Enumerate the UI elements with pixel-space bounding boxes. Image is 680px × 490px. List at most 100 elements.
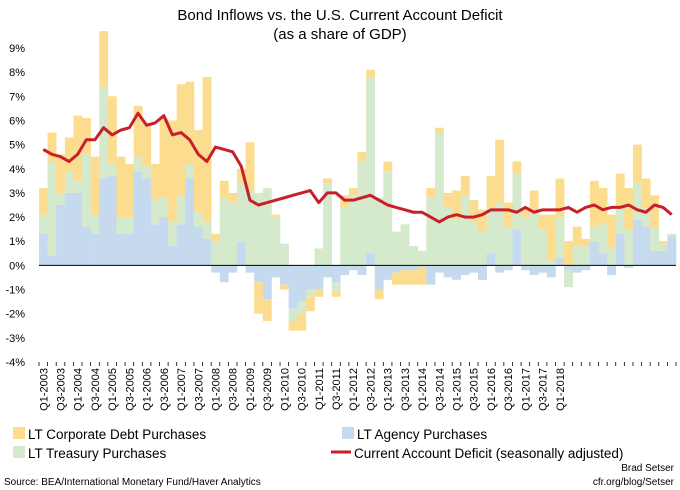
bar-segment bbox=[314, 289, 324, 297]
bar-segment bbox=[641, 226, 651, 266]
bar-segment bbox=[486, 207, 496, 254]
bar-segment bbox=[236, 241, 246, 266]
bar-segment bbox=[409, 265, 419, 271]
bar-segment bbox=[176, 224, 186, 266]
bar-segment bbox=[417, 265, 427, 268]
bar-segment bbox=[589, 241, 599, 266]
x-tick-label: Q3-2003 bbox=[56, 368, 68, 411]
x-tick-label: Q1-2006 bbox=[142, 368, 154, 411]
bar-segment bbox=[538, 229, 548, 266]
bar-segment bbox=[73, 115, 83, 181]
bar-segment bbox=[271, 265, 281, 278]
author-note: Brad Setser bbox=[621, 463, 674, 474]
bar-segment bbox=[39, 214, 48, 234]
bar-segment bbox=[133, 105, 143, 157]
bar-segment bbox=[150, 224, 160, 266]
bar-segment bbox=[641, 178, 651, 208]
bar-segment bbox=[340, 207, 350, 266]
current-account-deficit-line bbox=[42, 111, 673, 224]
bar-segment bbox=[348, 195, 358, 266]
bar-segment bbox=[202, 238, 212, 266]
x-tick-label: Q1-2010 bbox=[279, 368, 291, 411]
bar-segment bbox=[521, 265, 530, 271]
bar-segment bbox=[615, 173, 625, 205]
bar-segment bbox=[99, 86, 109, 179]
bar-segment bbox=[262, 188, 272, 266]
bar-segment bbox=[56, 192, 66, 205]
bar-segment bbox=[323, 178, 332, 184]
x-tick-label: Q1-2012 bbox=[348, 368, 360, 411]
x-tick-label: Q3-2015 bbox=[469, 368, 481, 411]
bar-segment bbox=[495, 139, 505, 203]
x-tick-label: Q1-2014 bbox=[417, 368, 429, 411]
bar-segment bbox=[125, 233, 134, 266]
x-axis: Q1-2003 Q3-2003 Q1-2004 Q3-2004 Q1-2005 Q3-20… bbox=[38, 264, 677, 411]
bar-segment bbox=[202, 221, 212, 239]
bar-segment bbox=[82, 226, 91, 266]
x-tick-label: Q1-2017 bbox=[520, 368, 532, 411]
bar-segment bbox=[624, 265, 634, 268]
bar-segment bbox=[564, 270, 573, 288]
x-tick-label: Q1-2007 bbox=[176, 368, 188, 411]
bar-segment bbox=[168, 221, 178, 247]
bar-segment bbox=[357, 151, 367, 162]
x-tick-label: Q1-2015 bbox=[451, 368, 463, 411]
bar-segment bbox=[159, 197, 169, 218]
x-tick-label: Q3-2013 bbox=[400, 368, 412, 411]
bar-segment bbox=[374, 289, 384, 300]
bar-segment bbox=[262, 265, 272, 300]
bar-segment bbox=[607, 248, 617, 266]
bar-segment bbox=[219, 197, 229, 266]
bar-segment bbox=[288, 265, 298, 309]
bar-segment bbox=[116, 233, 126, 266]
bar-segment bbox=[546, 214, 556, 261]
bar-segment bbox=[99, 31, 109, 87]
y-tick-label: 4% bbox=[9, 164, 25, 176]
bar-segment bbox=[211, 241, 221, 266]
bar-segment bbox=[297, 265, 307, 302]
bar-segment bbox=[193, 212, 203, 227]
bar-segment bbox=[632, 183, 642, 220]
bar-segment bbox=[159, 118, 169, 198]
y-tick-label: 2% bbox=[9, 212, 25, 224]
bar-segment bbox=[650, 226, 660, 251]
bar-segment bbox=[331, 291, 341, 297]
bar-segment bbox=[581, 238, 591, 247]
bar-segment bbox=[245, 190, 255, 266]
bar-segment bbox=[107, 163, 117, 177]
bar-segment bbox=[555, 258, 565, 266]
bar-segment bbox=[125, 163, 134, 218]
bar-layer bbox=[39, 31, 677, 331]
bar-segment bbox=[254, 192, 264, 266]
bar-segment bbox=[495, 202, 505, 266]
bar-segment bbox=[314, 265, 324, 290]
x-tick-label: Q3-2014 bbox=[434, 368, 446, 411]
bar-segment bbox=[323, 183, 332, 266]
bar-segment bbox=[82, 154, 91, 227]
y-tick-label: 5% bbox=[9, 140, 25, 152]
bar-segment bbox=[452, 219, 462, 266]
bar-segment bbox=[150, 200, 160, 225]
bar-segment bbox=[357, 161, 367, 266]
bar-segment bbox=[280, 243, 289, 266]
bar-segment bbox=[503, 202, 513, 227]
bar-segment bbox=[280, 265, 289, 285]
bar-segment bbox=[193, 226, 203, 266]
bar-segment bbox=[236, 183, 246, 242]
bar-segment bbox=[254, 265, 264, 283]
bar-segment bbox=[486, 253, 496, 266]
legend-label-deficit: Current Account Deficit (seasonally adju… bbox=[354, 446, 623, 461]
y-axis: -4% -3% -2% -1% 0% 1% 2% 3% 4% 5% 6% 7% 8% 9% bbox=[5, 43, 25, 369]
bar-segment bbox=[632, 219, 642, 266]
bar-segment bbox=[460, 176, 470, 196]
bar-segment bbox=[262, 299, 272, 321]
bar-segment bbox=[331, 282, 341, 292]
bar-segment bbox=[142, 166, 152, 179]
bar-segment bbox=[383, 265, 393, 280]
bar-segment bbox=[107, 96, 117, 164]
bar-segment bbox=[391, 265, 401, 273]
bar-segment bbox=[90, 214, 100, 234]
bar-segment bbox=[47, 161, 57, 256]
bar-segment bbox=[288, 308, 298, 321]
